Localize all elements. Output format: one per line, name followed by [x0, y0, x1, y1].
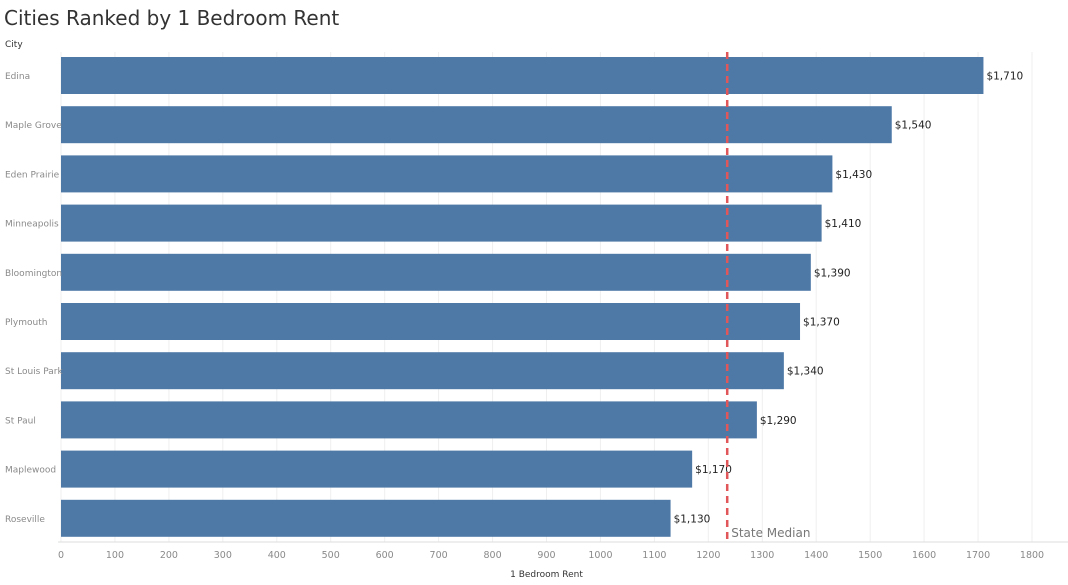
category-label: St Paul: [5, 416, 36, 426]
data-label: $1,390: [814, 267, 851, 279]
median-reference-label: State Median: [731, 526, 810, 540]
chart-title: Cities Ranked by 1 Bedroom Rent: [4, 6, 340, 30]
data-label: $1,130: [674, 513, 711, 525]
x-tick-label: 1100: [642, 550, 666, 561]
bar[interactable]: [61, 401, 757, 439]
category-label: Maple Grove: [5, 121, 62, 131]
category-label: Edina: [5, 72, 30, 82]
x-axis-title: 1 Bedroom Rent: [510, 570, 583, 580]
x-tick-label: 800: [483, 550, 501, 561]
x-tick-label: 1800: [1020, 550, 1044, 561]
data-label: $1,710: [986, 71, 1023, 83]
category-label: St Louis Park: [5, 367, 63, 377]
x-tick-label: 1200: [696, 550, 720, 561]
bar[interactable]: [61, 57, 984, 94]
x-tick-label: 400: [268, 550, 286, 561]
bar[interactable]: [61, 204, 822, 242]
x-tick-label: 300: [214, 550, 232, 561]
x-tick-label: 600: [376, 550, 394, 561]
category-label: Bloomington: [5, 269, 62, 279]
category-label: Maplewood: [5, 466, 56, 476]
data-label: $1,410: [825, 218, 862, 230]
data-label: $1,540: [895, 120, 932, 132]
x-tick-label: 0: [58, 550, 64, 561]
bar[interactable]: [61, 303, 801, 340]
category-label: Roseville: [5, 515, 45, 525]
x-tick-label: 1700: [966, 550, 990, 561]
x-tick-label: 1600: [912, 550, 936, 561]
row-header: City: [5, 40, 23, 50]
x-tick-label: 1400: [804, 550, 828, 561]
bar[interactable]: [61, 155, 833, 193]
x-tick-label: 1300: [750, 550, 774, 561]
bar[interactable]: [61, 450, 693, 488]
x-tick-label: 500: [322, 550, 340, 561]
bar[interactable]: [61, 106, 892, 144]
bar[interactable]: [61, 253, 811, 291]
bar[interactable]: [61, 352, 784, 390]
data-label: $1,370: [803, 317, 840, 329]
x-tick-label: 100: [106, 550, 124, 561]
data-label: $1,170: [695, 464, 732, 476]
data-label: $1,430: [835, 169, 872, 181]
x-tick-label: 200: [160, 550, 178, 561]
category-label: Eden Prairie: [5, 170, 60, 180]
category-label: Plymouth: [5, 318, 47, 328]
data-label: $1,340: [787, 366, 824, 378]
bar[interactable]: [61, 499, 671, 537]
x-tick-label: 1500: [858, 550, 882, 561]
data-label: $1,290: [760, 415, 797, 427]
x-tick-label: 900: [537, 550, 555, 561]
x-tick-label: 1000: [588, 550, 612, 561]
category-label: Minneapolis: [5, 220, 59, 230]
x-tick-label: 700: [430, 550, 448, 561]
